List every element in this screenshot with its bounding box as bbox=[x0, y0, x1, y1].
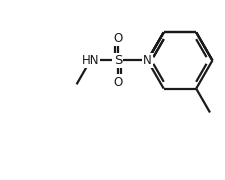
Text: HN: HN bbox=[81, 54, 99, 67]
Text: O: O bbox=[113, 76, 122, 89]
Text: O: O bbox=[113, 32, 122, 45]
Text: S: S bbox=[113, 54, 122, 67]
Text: N: N bbox=[142, 54, 151, 67]
